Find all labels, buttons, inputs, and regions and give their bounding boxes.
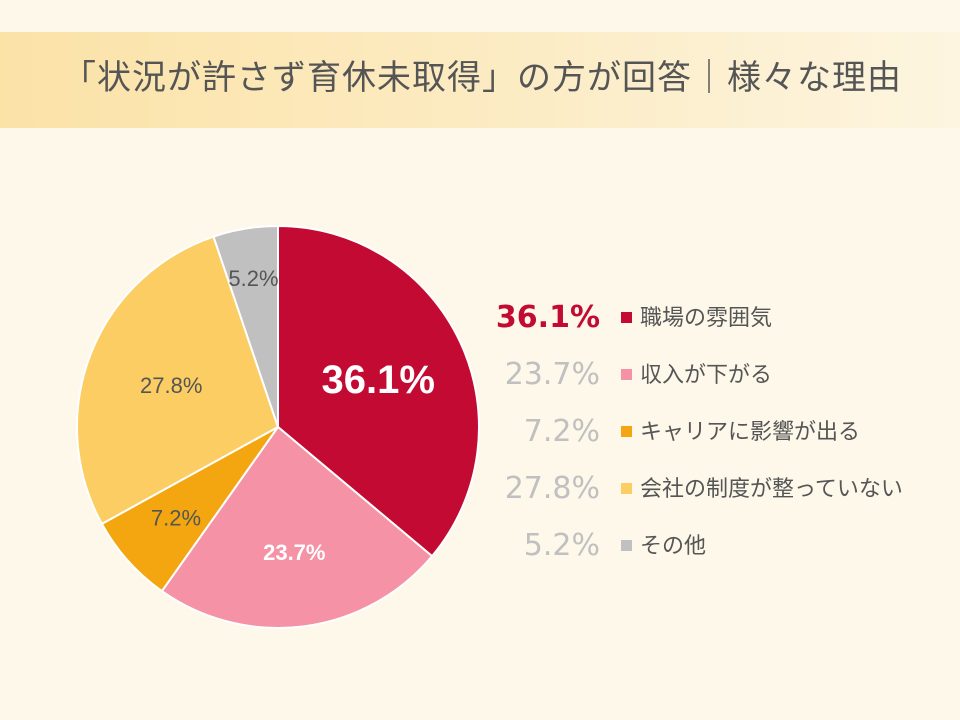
legend-swatch (621, 369, 632, 380)
slice-label-4: 27.8% (140, 373, 202, 398)
page-title: 「状況が許さず育休未取得」の方が回答｜様々な理由 (62, 58, 902, 98)
legend-label: キャリアに影響が出る (640, 420, 861, 445)
legend-percent: 23.7% (504, 357, 600, 392)
pie-slice-1 (277, 224, 481, 558)
pie-slice-4 (76, 235, 280, 526)
slice-label-1: 36.1% (321, 358, 434, 402)
slice-label-2: 23.7% (263, 540, 325, 565)
legend-swatch (621, 540, 632, 551)
legend-label: その他 (640, 534, 707, 559)
legend: 36.1% 職場の雰囲気 23.7% 収入が下がる 7.2% キャリアに影響が出る 27.8… (496, 300, 950, 585)
title-band (0, 32, 960, 128)
legend-item: 23.7% 収入が下がる (500, 357, 950, 414)
slice-label-3: 7.2% (151, 506, 201, 531)
slice-label-5: 5.2% (228, 266, 278, 291)
legend-swatch (621, 483, 632, 494)
legend-item: 36.1% 職場の雰囲気 (496, 300, 950, 357)
legend-label: 職場の雰囲気 (640, 306, 773, 331)
legend-label: 収入が下がる (640, 363, 773, 388)
pie-slice-2 (160, 425, 434, 629)
legend-item: 5.2% その他 (500, 528, 950, 585)
legend-item: 27.8% 会社の制度が整っていない (500, 471, 950, 528)
legend-percent: 36.1% (495, 300, 600, 335)
legend-swatch (621, 426, 632, 437)
legend-label: 会社の制度が整っていない (640, 477, 903, 502)
legend-item: 7.2% キャリアに影響が出る (500, 414, 950, 471)
pie-slice-5 (212, 224, 279, 428)
legend-percent: 27.8% (504, 471, 600, 506)
legend-swatch (621, 312, 632, 323)
legend-percent: 7.2% (523, 414, 600, 449)
legend-percent: 5.2% (523, 528, 600, 563)
